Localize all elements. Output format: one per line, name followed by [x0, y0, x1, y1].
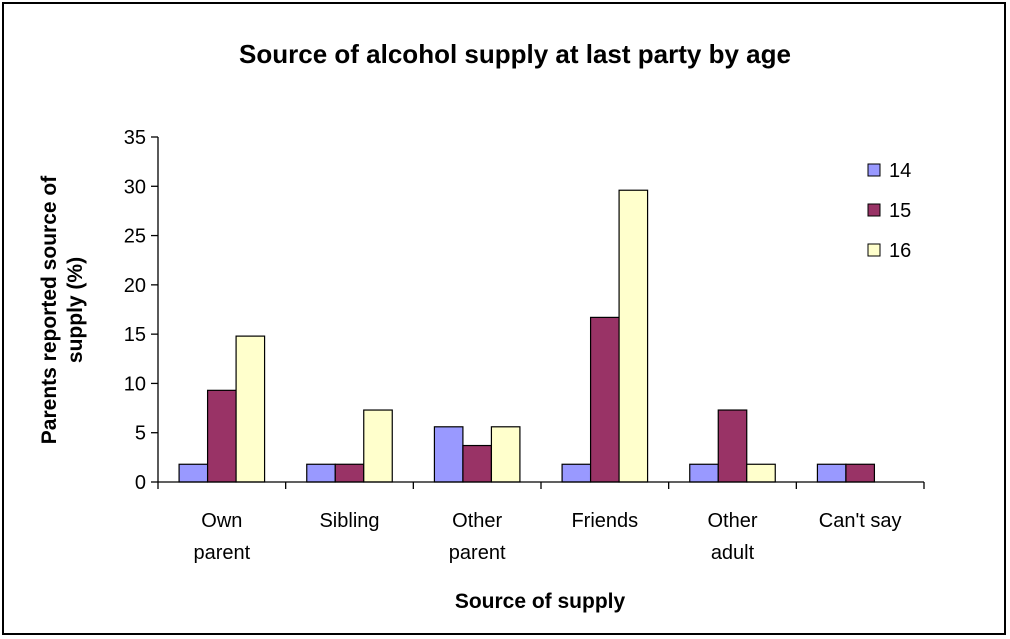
y-tick-label: 20: [124, 275, 146, 297]
legend-label-16: 16: [889, 240, 911, 262]
y-axis-title-line-2: supply (%): [64, 257, 87, 363]
legend-swatch-14: [867, 163, 881, 177]
y-tick-label: 35: [124, 127, 146, 149]
bar-14-2: [433, 426, 464, 483]
x-axis-title: Source of supply: [455, 590, 626, 613]
bar-16-1: [363, 409, 393, 483]
x-tick-label: parent: [449, 542, 506, 564]
bar-15-5: [845, 463, 876, 483]
chart-title: Source of alcohol supply at last party b…: [239, 39, 791, 69]
y-tick-label: 0: [135, 472, 146, 494]
legend-label-15: 15: [889, 200, 911, 222]
bar-16-0: [235, 335, 266, 483]
x-tick-label: Can't say: [819, 510, 902, 532]
y-tick-label: 15: [124, 324, 146, 346]
y-tick-label: 30: [124, 176, 146, 198]
y-axis-title: Parents reported source of supply (%): [38, 175, 87, 444]
bar-16-3: [618, 189, 649, 483]
x-tick-label: Friends: [571, 510, 638, 532]
bar-14-0: [178, 463, 209, 483]
x-tick-label: Other: [707, 510, 757, 532]
bar-15-2: [462, 444, 493, 483]
bar-16-2: [490, 426, 521, 483]
x-tick-label: Other: [452, 510, 502, 532]
bar-16-4: [746, 463, 776, 483]
legend-swatch-16: [867, 243, 881, 257]
y-tick-label: 25: [124, 226, 146, 248]
y-axis-title-line-1: Parents reported source of: [38, 175, 61, 444]
legend: 14 15 16: [867, 160, 911, 262]
bar-14-3: [561, 463, 592, 483]
bar-14-1: [306, 463, 336, 483]
y-tick-label: 5: [135, 423, 146, 445]
plot-area: 0 5 10 15 20 25 30 35 Own parent Sibling Other paren…: [124, 127, 925, 564]
bar-14-5: [816, 463, 847, 483]
x-tick-label: Own: [201, 510, 242, 532]
x-tick-label: Sibling: [319, 510, 379, 532]
bar-15-4: [717, 409, 748, 483]
bar-14-4: [689, 463, 719, 483]
bar-15-1: [334, 463, 365, 483]
x-tick-label: adult: [711, 542, 755, 564]
bar-15-3: [589, 316, 620, 483]
y-tick-label: 10: [124, 373, 146, 395]
legend-label-14: 14: [889, 160, 911, 182]
legend-swatch-15: [867, 203, 881, 217]
x-tick-label: parent: [193, 542, 250, 564]
bar-15-0: [206, 389, 237, 483]
